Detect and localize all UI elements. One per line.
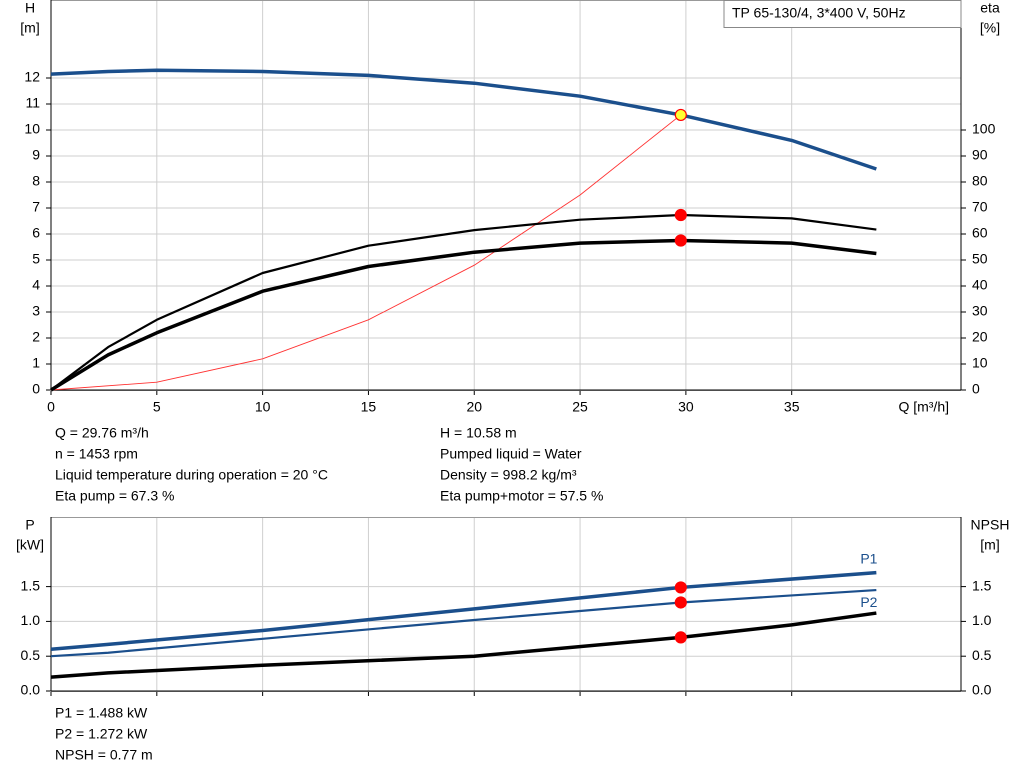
curve bbox=[50, 611, 877, 679]
y-tick-label: 3 bbox=[32, 303, 40, 319]
y-axis-label: [m] bbox=[20, 20, 39, 36]
x-tick-label: 5 bbox=[153, 399, 161, 415]
plot-frame bbox=[50, 0, 962, 391]
operating-point bbox=[674, 208, 687, 222]
y-tick-label: 10 bbox=[24, 121, 40, 137]
x-tick-label: 10 bbox=[255, 399, 271, 415]
y2-tick-label: 80 bbox=[972, 173, 988, 189]
y2-tick-label: 100 bbox=[972, 121, 996, 137]
curve bbox=[50, 213, 877, 391]
y2-tick-label: 1.0 bbox=[972, 612, 992, 628]
y2-tick-label: 70 bbox=[972, 199, 988, 215]
y-tick-label: 1.5 bbox=[21, 577, 41, 593]
info-text: Eta pump+motor = 57.5 % bbox=[440, 488, 603, 504]
curve bbox=[50, 570, 877, 651]
y2-tick-label: 1.5 bbox=[972, 577, 992, 593]
operating-point bbox=[674, 631, 687, 644]
y-tick-label: 11 bbox=[25, 95, 40, 111]
curve bbox=[50, 238, 877, 392]
chart-title: TP 65-130/4, 3*400 V, 50Hz bbox=[732, 5, 906, 21]
y2-tick-label: 20 bbox=[972, 329, 988, 345]
x-axis-label: Q [m³/h] bbox=[898, 399, 949, 415]
y-tick-label: 9 bbox=[32, 147, 40, 163]
y-tick-label: 1.0 bbox=[21, 612, 41, 628]
y2-tick-label: 50 bbox=[972, 251, 988, 267]
y-tick-label: 7 bbox=[32, 199, 40, 215]
info-text: H = 10.58 m bbox=[440, 425, 517, 441]
info-text: Eta pump = 67.3 % bbox=[55, 488, 174, 504]
y-tick-label: 1 bbox=[32, 355, 40, 371]
y-tick-label: 8 bbox=[32, 173, 40, 189]
y2-axis-label: NPSH bbox=[971, 517, 1010, 533]
curve bbox=[50, 588, 877, 658]
x-tick-label: 35 bbox=[784, 399, 800, 415]
series-label: P2 bbox=[860, 594, 877, 610]
chart: 0.0 0.5 1.0 1.5 0.0 0.5 1.0 1.5 P [kW] NPSH [m] P1 P2… bbox=[16, 517, 1009, 763]
y-tick-label: 2 bbox=[32, 329, 40, 345]
y2-tick-label: 0 bbox=[972, 381, 980, 397]
y-axis-label: P bbox=[25, 517, 34, 533]
info-text: P2 = 1.272 kW bbox=[55, 726, 148, 742]
y2-tick-label: 40 bbox=[972, 277, 988, 293]
info-text: P1 = 1.488 kW bbox=[55, 705, 148, 721]
y-axis-label: [kW] bbox=[16, 537, 44, 553]
y-tick-label: 4 bbox=[32, 277, 40, 293]
y2-tick-label: 10 bbox=[972, 355, 988, 371]
y2-tick-label: 60 bbox=[972, 225, 988, 241]
chart: 0 5 10 15 20 25 30 3501234567891011120102030405… bbox=[20, 0, 1000, 504]
title-box bbox=[723, 0, 962, 28]
curve bbox=[50, 114, 682, 391]
y2-tick-label: 0.5 bbox=[972, 647, 992, 663]
info-text: Q = 29.76 m³/h bbox=[55, 425, 149, 441]
operating-point bbox=[674, 581, 687, 594]
x-tick-label: 25 bbox=[572, 399, 588, 415]
y-tick-label: 0.5 bbox=[21, 647, 41, 663]
curve bbox=[50, 68, 877, 171]
operating-point bbox=[674, 108, 687, 122]
y-tick-label: 5 bbox=[32, 251, 40, 267]
y-axis-label: H bbox=[25, 0, 35, 16]
series-label: P1 bbox=[860, 550, 877, 566]
info-text: NPSH = 0.77 m bbox=[55, 747, 153, 763]
y2-axis-label: [m] bbox=[980, 537, 999, 553]
x-tick-label: 30 bbox=[678, 399, 694, 415]
y2-tick-label: 30 bbox=[972, 303, 988, 319]
info-text: Liquid temperature during operation = 20… bbox=[55, 467, 328, 483]
y2-axis-label: eta bbox=[980, 0, 1000, 16]
y-tick-label: 12 bbox=[24, 69, 40, 85]
y-tick-label: 0.0 bbox=[21, 682, 41, 698]
info-text: n = 1453 rpm bbox=[55, 446, 138, 462]
x-tick-label: 0 bbox=[47, 399, 55, 415]
info-text: Density = 998.2 kg/m³ bbox=[440, 467, 577, 483]
y-tick-label: 0 bbox=[32, 381, 40, 397]
x-tick-label: 15 bbox=[361, 399, 377, 415]
operating-point bbox=[674, 596, 687, 609]
y2-axis-label: [%] bbox=[980, 20, 1000, 36]
y2-tick-label: 0.0 bbox=[972, 682, 992, 698]
x-tick-label: 20 bbox=[466, 399, 482, 415]
info-text: Pumped liquid = Water bbox=[440, 446, 582, 462]
operating-point bbox=[674, 234, 687, 247]
y2-tick-label: 90 bbox=[972, 147, 988, 163]
y-tick-label: 6 bbox=[32, 225, 40, 241]
